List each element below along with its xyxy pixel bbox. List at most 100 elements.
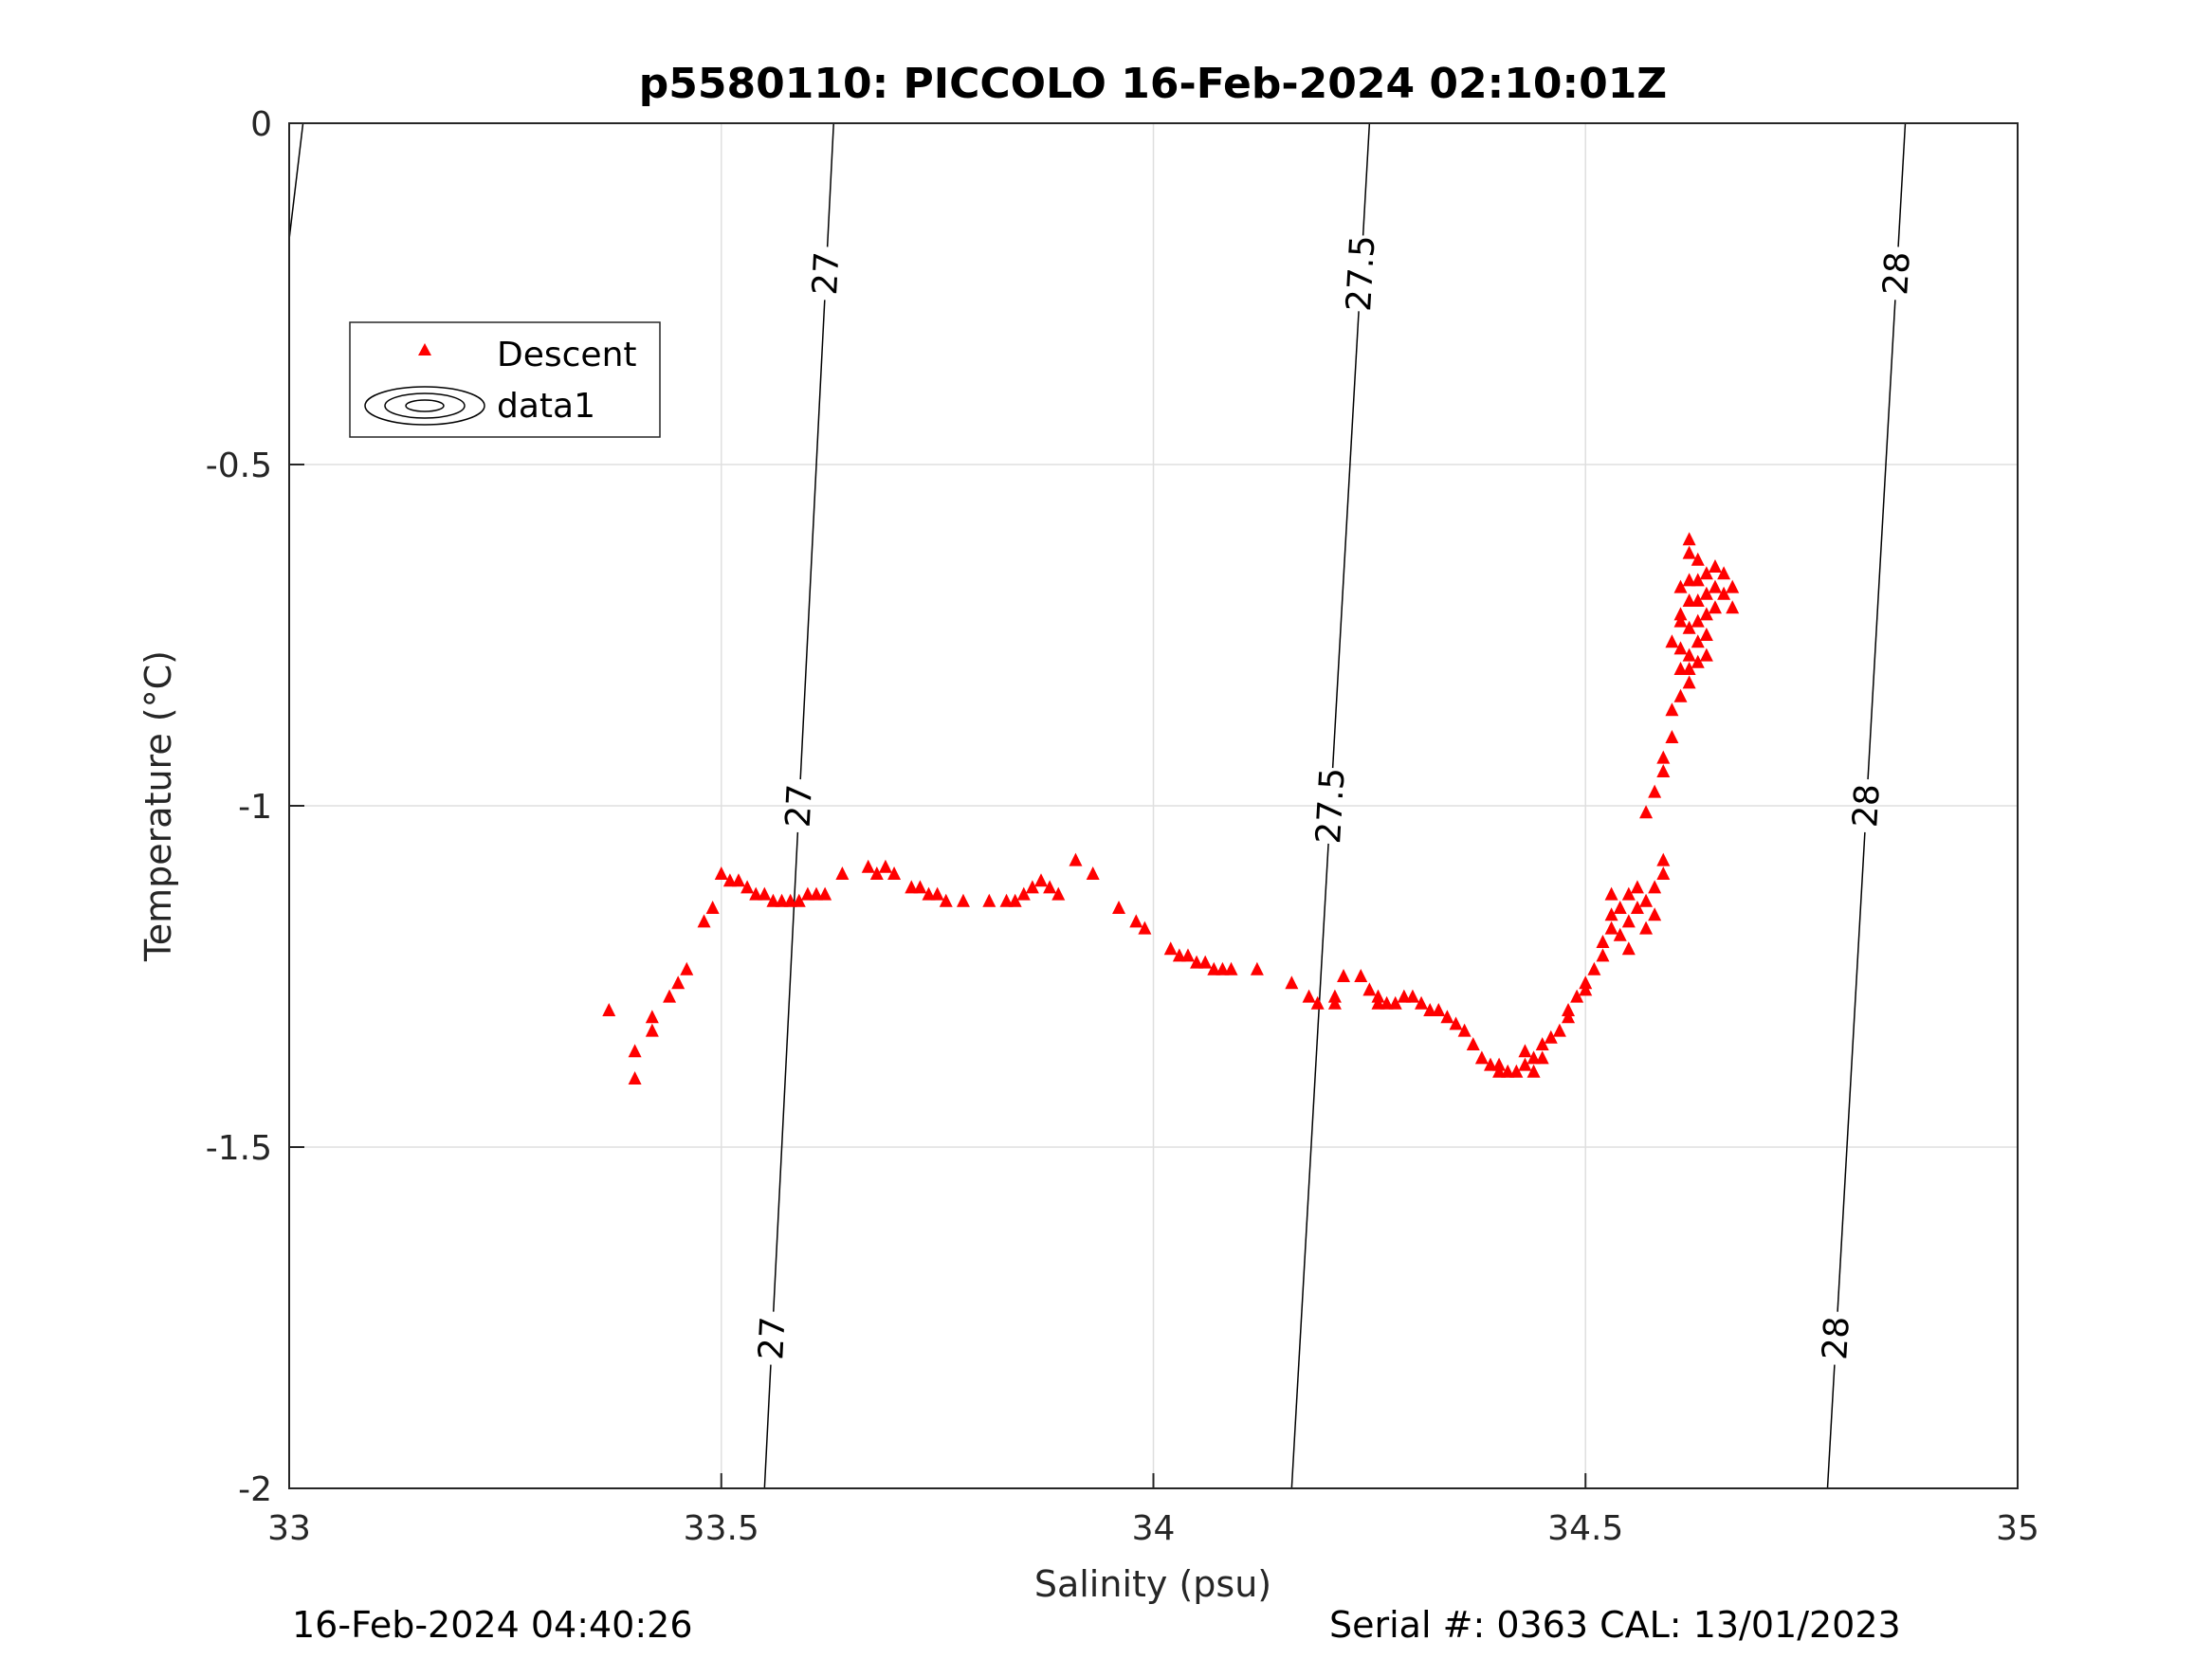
descent-point xyxy=(1726,600,1740,614)
descent-point xyxy=(1449,1016,1463,1030)
descent-point xyxy=(1380,995,1394,1010)
legend-box xyxy=(349,321,661,438)
descent-point xyxy=(1492,1057,1507,1071)
descent-point xyxy=(1198,955,1213,969)
descent-point xyxy=(1673,613,1688,628)
descent-point xyxy=(1604,886,1618,901)
descent-point xyxy=(1129,914,1143,928)
descent-point xyxy=(1440,1010,1454,1024)
descent-point xyxy=(1673,579,1688,593)
descent-point xyxy=(1656,750,1671,764)
contour-line-segment xyxy=(799,300,826,780)
density-contours: 27 27 27 27.5 27.5 28 28 28 xyxy=(288,122,1918,1489)
descent-point xyxy=(1699,647,1713,662)
descent-point xyxy=(1613,927,1627,941)
descent-point xyxy=(1544,1030,1558,1044)
axis-ticks: 33 33.5 34 34.5 35 0 -0.5 -1 -1.5 -2 xyxy=(206,105,2039,1548)
descent-point xyxy=(1337,969,1351,982)
descent-point xyxy=(1691,654,1705,668)
serial-cal-footer: Serial #: 0363 CAL: 13/01/2023 xyxy=(1329,1604,1901,1646)
descent-point xyxy=(1691,573,1705,587)
descent-point xyxy=(705,901,720,914)
descent-point xyxy=(1699,607,1713,621)
descent-point xyxy=(1682,620,1696,634)
y-tick-label: -2 xyxy=(238,1470,272,1509)
contour-line-segment xyxy=(826,122,834,247)
y-tick-label: -0.5 xyxy=(206,447,272,485)
descent-point xyxy=(1180,948,1195,962)
descent-point xyxy=(1354,969,1368,982)
descent-point xyxy=(1172,948,1186,962)
descent-point xyxy=(1362,982,1377,996)
descent-point xyxy=(1285,975,1299,990)
descent-point xyxy=(1708,600,1722,614)
descent-point xyxy=(1691,593,1705,607)
descent-point xyxy=(602,1003,616,1016)
descent-point xyxy=(939,893,953,907)
descent-point xyxy=(645,1023,659,1037)
descent-point xyxy=(1699,566,1713,580)
descent-point xyxy=(722,873,737,887)
descent-point xyxy=(766,893,780,907)
descent-point xyxy=(671,975,686,990)
legend-descent-label: Descent xyxy=(497,336,637,374)
descent-point xyxy=(758,886,772,901)
descent-point xyxy=(1604,907,1618,921)
descent-point xyxy=(1163,941,1178,956)
descent-point xyxy=(1630,880,1644,894)
descent-point xyxy=(1016,886,1031,901)
descent-point xyxy=(1562,1003,1576,1016)
descent-point xyxy=(792,893,806,907)
descent-point xyxy=(1621,886,1636,901)
descent-point xyxy=(1639,893,1654,907)
contour-line-segment xyxy=(763,1364,772,1489)
descent-point xyxy=(749,886,763,901)
descent-point xyxy=(1302,989,1316,1003)
x-tick-label: 35 xyxy=(1996,1509,2039,1548)
contour-line-segment xyxy=(773,831,799,1312)
descent-point xyxy=(1648,907,1662,921)
descent-point xyxy=(1518,1057,1532,1071)
contour-line-segment xyxy=(1290,843,1329,1489)
contour-line-segment xyxy=(1362,122,1371,236)
descent-point xyxy=(1034,873,1049,887)
descent-point xyxy=(1596,935,1610,948)
descent-point xyxy=(1682,647,1696,662)
descent-point xyxy=(956,893,970,907)
descent-point xyxy=(645,1010,659,1024)
descent-point xyxy=(1371,995,1385,1010)
descent-point xyxy=(1726,579,1740,593)
descent-point xyxy=(835,866,850,880)
descent-point xyxy=(1717,586,1731,600)
descent-point xyxy=(1691,552,1705,566)
descent-point xyxy=(697,914,711,928)
descent-point xyxy=(1691,613,1705,628)
descent-point xyxy=(1535,1050,1549,1065)
descent-point xyxy=(1682,593,1696,607)
descent-point xyxy=(1665,730,1679,743)
descent-point xyxy=(810,886,824,901)
descent-point xyxy=(775,893,789,907)
descent-point xyxy=(1518,1044,1532,1058)
descent-point xyxy=(1570,989,1584,1003)
descent-point xyxy=(1682,662,1696,675)
descent-point xyxy=(1008,893,1022,907)
descent-point xyxy=(714,866,728,880)
descent-point xyxy=(1138,921,1152,935)
descent-point xyxy=(1457,1023,1472,1037)
contour-line-segment xyxy=(1867,300,1896,780)
descent-point xyxy=(1051,886,1066,901)
descent-point xyxy=(1492,1064,1507,1078)
descent-point xyxy=(818,886,832,901)
descent-point xyxy=(1501,1064,1515,1078)
descent-point xyxy=(1630,901,1644,914)
descent-point xyxy=(1673,607,1688,621)
contour-label: 28 xyxy=(1876,250,1918,296)
descent-point xyxy=(913,880,927,894)
descent-point xyxy=(1596,948,1610,962)
descent-point xyxy=(1673,662,1688,675)
descent-point xyxy=(1682,573,1696,587)
descent-point xyxy=(800,886,814,901)
descent-point xyxy=(1673,688,1688,702)
descent-point xyxy=(1509,1064,1524,1078)
